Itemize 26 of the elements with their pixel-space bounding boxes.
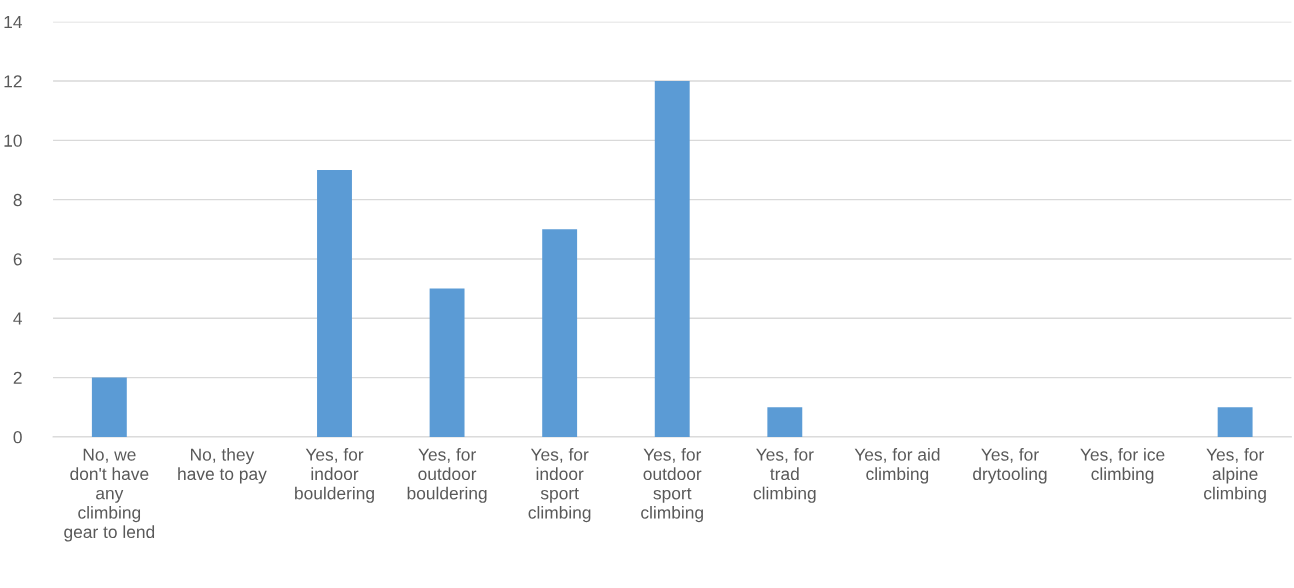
x-tick-label: Yes, for aid climbing (854, 448, 940, 484)
bar (91, 377, 127, 437)
bar (542, 229, 578, 437)
y-tick-label: 2 (13, 371, 22, 384)
x-tick-label: No, we don't have any climbing gear to lend (64, 448, 155, 542)
x-tick-label: Yes, for indoor bouldering (295, 448, 374, 503)
x-tick-label: Yes, for alpine climbing (1204, 448, 1266, 503)
x-tick-label: Yes, for outdoor sport climbing (641, 448, 703, 523)
bar (1217, 407, 1253, 437)
y-tick-label: 0 (13, 431, 22, 444)
bar (654, 81, 690, 437)
y-tick-label: 8 (13, 193, 22, 207)
bar (767, 407, 803, 437)
y-tick-label: 12 (4, 75, 22, 88)
x-tick-label: Yes, for ice climbing (1080, 448, 1165, 484)
y-tick-label: 6 (13, 253, 22, 266)
bar (429, 288, 465, 437)
y-tick-label: 10 (4, 134, 22, 147)
x-tick-label: Yes, for trad climbing (753, 448, 816, 503)
x-tick-label: Yes, for outdoor bouldering (407, 448, 487, 503)
bar (317, 170, 352, 437)
x-tick-label: No, they have to pay (178, 448, 267, 484)
x-tick-label: Yes, for indoor sport climbing (528, 448, 591, 523)
y-tick-label: 4 (13, 312, 22, 325)
x-tick-label: Yes, for drytooling (973, 448, 1047, 484)
y-tick-label: 14 (4, 16, 22, 29)
